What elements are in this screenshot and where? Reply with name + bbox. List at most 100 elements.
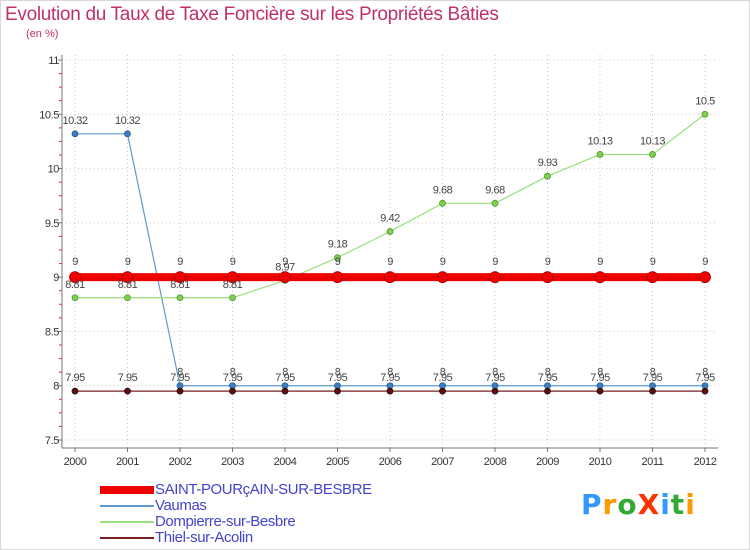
data-point-saint-pour-ain-sur-besbre [174, 271, 186, 284]
data-label-saint-pour-ain-sur-besbre: 9 [282, 256, 288, 268]
data-label-thiel-sur-acolin: 7.95 [223, 372, 243, 384]
data-label-vaumas: 8 [650, 367, 656, 379]
data-point-dompierre-sur-besbre [544, 172, 551, 180]
data-label-vaumas: 8 [387, 367, 393, 379]
data-point-saint-pour-ain-sur-besbre [121, 271, 134, 284]
chart-title: Evolution du Taux de Taxe Foncière sur l… [5, 4, 499, 25]
data-point-saint-pour-ain-sur-besbre [699, 271, 711, 284]
data-label-dompierre-sur-besbre: 8.81 [170, 279, 190, 291]
data-point-saint-pour-ain-sur-besbre [436, 271, 449, 284]
data-label-saint-pour-ain-sur-besbre: 9 [492, 256, 498, 268]
proxiti-logo: ProXiti [581, 488, 696, 521]
data-point-thiel-sur-acolin [386, 387, 394, 395]
data-point-saint-pour-ain-sur-besbre [279, 271, 291, 284]
legend-label: Dompierre-sur-Besbre [155, 513, 296, 530]
y-tick-label: 7.5 [45, 435, 59, 447]
data-label-dompierre-sur-besbre: 9.42 [380, 213, 400, 225]
data-label-dompierre-sur-besbre: 8.81 [118, 279, 138, 291]
data-point-saint-pour-ain-sur-besbre [69, 271, 81, 284]
data-point-thiel-sur-acolin [701, 387, 709, 395]
data-label-thiel-sur-acolin: 7.95 [538, 372, 558, 384]
y-tick-label: 10 [48, 164, 60, 176]
data-label-dompierre-sur-besbre: 9.68 [433, 184, 453, 196]
data-labels: 10.32 10.32 8 8 8 8 8 8 8 8 8 8 8 8.81 8.81 8.81 8.81 8.9… [62, 95, 715, 384]
logo-letter: i [660, 488, 671, 521]
data-point-dompierre-sur-besbre [491, 199, 499, 207]
logo-letter: t [670, 488, 686, 521]
axes: 7.5 8 8.5 9 9.5 10 10.5 11 2000 2001 2002 2003 2004 2… [39, 55, 718, 468]
data-label-thiel-sur-acolin: 7.95 [433, 372, 453, 384]
data-point-dompierre-sur-besbre [229, 294, 236, 302]
data-label-saint-pour-ain-sur-besbre: 9 [387, 256, 393, 268]
logo-letter: o [617, 488, 638, 521]
data-point-dompierre-sur-besbre [176, 294, 184, 302]
data-point-thiel-sur-acolin [229, 387, 236, 395]
x-tick-label: 2007 [431, 456, 454, 468]
data-point-dompierre-sur-besbre [334, 254, 341, 262]
legend-label: Thiel-sur-Acolin [155, 529, 253, 546]
y-tick-label: 9.5 [45, 218, 59, 230]
x-tick-label: 2003 [221, 456, 244, 468]
data-label-vaumas: 10.32 [62, 115, 87, 127]
data-label-vaumas: 8 [230, 367, 236, 379]
data-label-vaumas: 8 [597, 367, 603, 379]
x-tick-label: 2001 [116, 456, 139, 468]
legend-label: SAINT-POURçAIN-SUR-BESBRE [155, 481, 372, 498]
chart-subtitle: (en %) [26, 28, 59, 40]
data-point-dompierre-sur-besbre [701, 110, 709, 118]
series-group [69, 110, 711, 395]
x-tick-label: 2009 [536, 456, 559, 468]
data-label-dompierre-sur-besbre: 8.97 [275, 261, 295, 273]
data-label-saint-pour-ain-sur-besbre: 9 [230, 256, 236, 268]
data-label-dompierre-sur-besbre: 10.5 [695, 95, 715, 107]
data-point-dompierre-sur-besbre [596, 151, 604, 158]
data-label-saint-pour-ain-sur-besbre: 9 [545, 256, 551, 268]
data-label-saint-pour-ain-sur-besbre: 9 [702, 256, 708, 268]
x-tick-label: 2006 [379, 456, 402, 468]
data-point-thiel-sur-acolin [439, 387, 446, 395]
data-point-dompierre-sur-besbre [439, 199, 446, 207]
data-point-saint-pour-ain-sur-besbre [594, 271, 606, 284]
data-point-saint-pour-ain-sur-besbre [384, 271, 396, 284]
data-label-saint-pour-ain-sur-besbre: 9 [177, 256, 183, 268]
x-tick-label: 2008 [484, 456, 507, 468]
data-point-thiel-sur-acolin [281, 387, 289, 395]
data-label-saint-pour-ain-sur-besbre: 9 [597, 256, 603, 268]
data-point-thiel-sur-acolin [596, 387, 604, 395]
data-label-dompierre-sur-besbre: 9.18 [328, 239, 348, 251]
data-label-dompierre-sur-besbre: 9.93 [538, 157, 558, 169]
data-label-thiel-sur-acolin: 7.95 [590, 372, 610, 384]
y-tick-label: 9 [53, 272, 59, 284]
y-tick-label: 11 [48, 55, 59, 67]
y-tick-label: 8 [53, 381, 59, 393]
data-point-thiel-sur-acolin [71, 387, 79, 395]
data-point-saint-pour-ain-sur-besbre [646, 271, 659, 284]
data-label-thiel-sur-acolin: 7.95 [485, 372, 505, 384]
data-label-thiel-sur-acolin: 7.95 [118, 372, 138, 384]
data-label-thiel-sur-acolin: 7.95 [65, 372, 85, 384]
logo-letter: P [581, 488, 603, 521]
data-point-thiel-sur-acolin [491, 387, 499, 395]
data-point-dompierre-sur-besbre [71, 294, 79, 302]
data-label-thiel-sur-acolin: 7.95 [170, 372, 190, 384]
data-label-vaumas: 8 [282, 367, 288, 379]
data-label-saint-pour-ain-sur-besbre: 9 [125, 256, 131, 268]
data-point-dompierre-sur-besbre [649, 151, 656, 158]
data-label-saint-pour-ain-sur-besbre: 9 [335, 256, 341, 268]
data-point-thiel-sur-acolin [334, 387, 341, 395]
data-point-thiel-sur-acolin [649, 387, 656, 395]
x-tick-label: 2002 [169, 456, 192, 468]
data-label-dompierre-sur-besbre: 10.13 [640, 135, 665, 147]
x-tick-label: 2011 [641, 456, 663, 468]
data-label-vaumas: 8 [492, 367, 498, 379]
data-label-saint-pour-ain-sur-besbre: 9 [650, 256, 656, 268]
x-tick-label: 2000 [64, 456, 87, 468]
data-point-dompierre-sur-besbre [124, 294, 131, 302]
legend-swatch [100, 537, 154, 539]
data-point-thiel-sur-acolin [176, 387, 184, 395]
data-label-vaumas: 8 [335, 367, 341, 379]
data-point-saint-pour-ain-sur-besbre [489, 271, 501, 284]
legend-swatch [100, 505, 154, 507]
data-label-dompierre-sur-besbre: 9.68 [485, 184, 505, 196]
legend-label: Vaumas [155, 497, 207, 514]
